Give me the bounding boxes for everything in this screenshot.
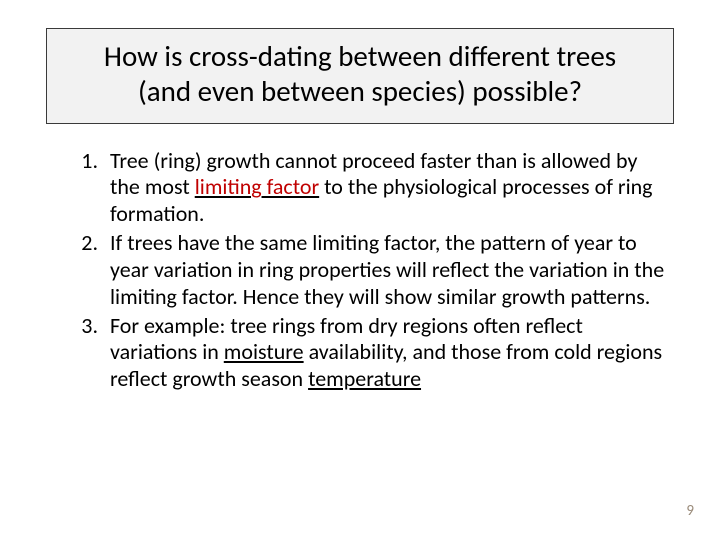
page-number: 9 <box>686 502 694 520</box>
list-item: For example: tree rings from dry regions… <box>46 313 668 393</box>
underline-text: temperature <box>308 365 421 392</box>
list-item: If trees have the same limiting factor, … <box>46 230 668 310</box>
title-line-1: How is cross-dating between different tr… <box>63 39 657 74</box>
text-run: If trees have the same limiting factor, … <box>110 229 664 310</box>
slide: How is cross-dating between different tr… <box>0 0 720 540</box>
underline-text: moisture <box>224 338 304 365</box>
title-box: How is cross-dating between different tr… <box>46 28 674 124</box>
points-list: Tree (ring) growth cannot proceed faster… <box>46 148 668 393</box>
list-item: Tree (ring) growth cannot proceed faster… <box>46 148 668 228</box>
title-line-2: (and even between species) possible? <box>63 74 657 109</box>
body-content: Tree (ring) growth cannot proceed faster… <box>40 148 680 393</box>
highlight-text: limiting factor <box>195 173 319 200</box>
